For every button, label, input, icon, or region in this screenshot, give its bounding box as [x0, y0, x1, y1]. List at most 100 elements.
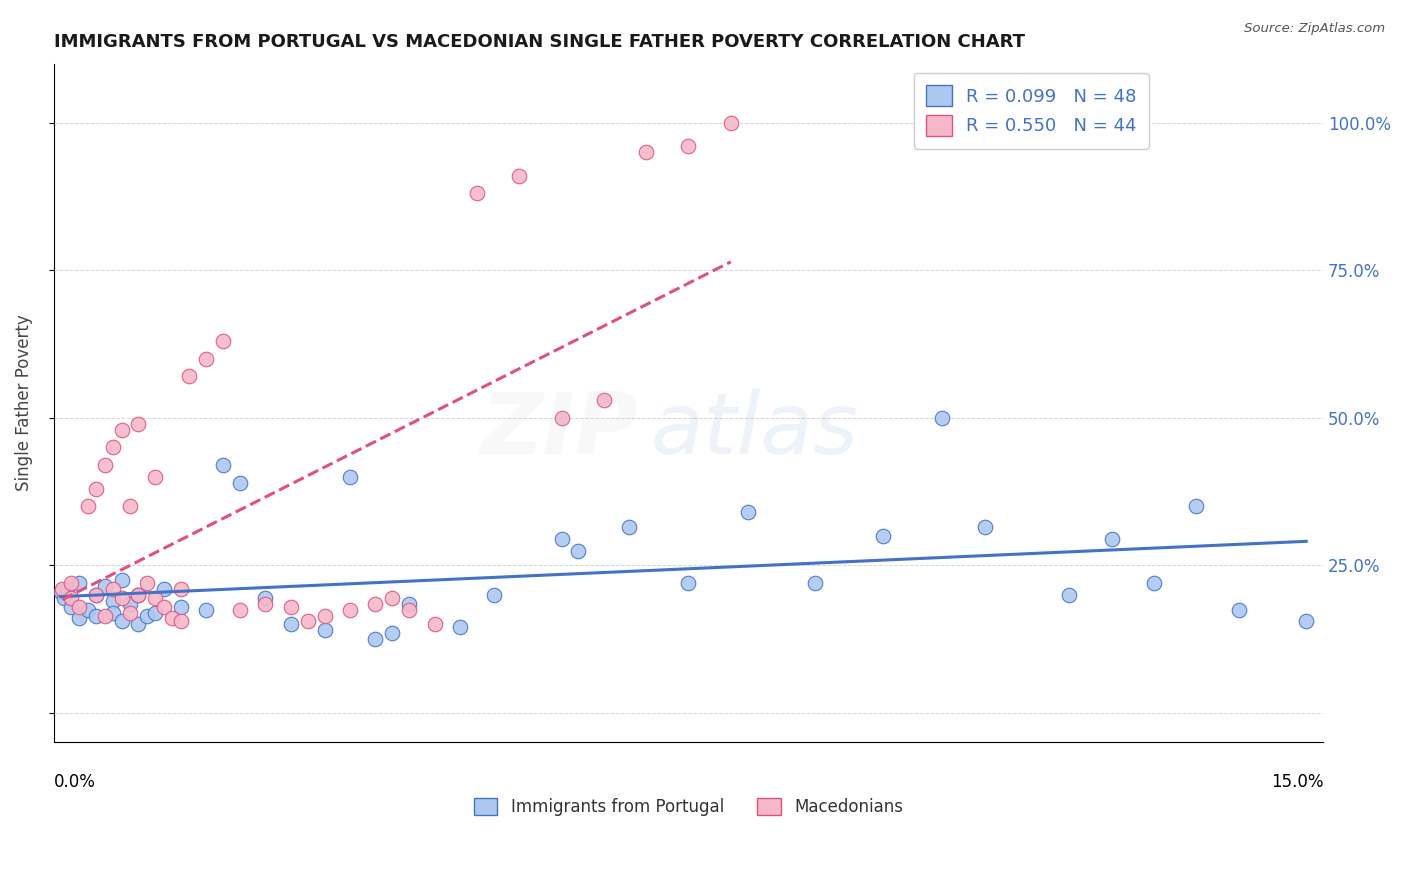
Point: [931, 410, 953, 425]
Point: [398, 602, 420, 616]
Point: [76, 500, 98, 514]
Point: [254, 591, 277, 605]
Point: [212, 334, 235, 348]
Point: [59, 599, 82, 614]
Y-axis label: Single Father Poverty: Single Father Poverty: [15, 315, 32, 491]
Point: [381, 626, 404, 640]
Point: [1101, 532, 1123, 546]
Point: [101, 582, 124, 596]
Point: [110, 423, 132, 437]
Point: [170, 599, 193, 614]
Point: [449, 620, 471, 634]
Point: [508, 169, 530, 183]
Point: [51, 582, 73, 596]
Point: [101, 440, 124, 454]
Point: [212, 458, 235, 472]
Point: [195, 602, 218, 616]
Point: [550, 410, 572, 425]
Point: [118, 606, 141, 620]
Point: [297, 615, 319, 629]
Point: [55, 582, 77, 596]
Point: [101, 593, 124, 607]
Point: [67, 576, 90, 591]
Point: [145, 469, 167, 483]
Point: [84, 482, 107, 496]
Point: [678, 576, 700, 591]
Point: [59, 576, 82, 591]
Point: [67, 599, 90, 614]
Point: [67, 611, 90, 625]
Point: [1059, 588, 1081, 602]
Point: [93, 608, 115, 623]
Point: [339, 602, 361, 616]
Point: [1185, 500, 1208, 514]
Point: [110, 615, 132, 629]
Point: [482, 588, 505, 602]
Point: [398, 597, 420, 611]
Text: ZIP: ZIP: [479, 389, 638, 472]
Point: [1295, 615, 1317, 629]
Point: [973, 520, 995, 534]
Point: [93, 458, 115, 472]
Point: [254, 597, 277, 611]
Point: [76, 602, 98, 616]
Point: [737, 505, 759, 519]
Point: [84, 588, 107, 602]
Point: [118, 500, 141, 514]
Point: [153, 599, 176, 614]
Text: Source: ZipAtlas.com: Source: ZipAtlas.com: [1244, 22, 1385, 36]
Point: [110, 573, 132, 587]
Point: [1227, 602, 1250, 616]
Point: [229, 475, 252, 490]
Point: [170, 582, 193, 596]
Text: atlas: atlas: [651, 389, 859, 472]
Text: IMMIGRANTS FROM PORTUGAL VS MACEDONIAN SINGLE FATHER POVERTY CORRELATION CHART: IMMIGRANTS FROM PORTUGAL VS MACEDONIAN S…: [53, 33, 1025, 51]
Point: [179, 369, 201, 384]
Point: [339, 469, 361, 483]
Point: [170, 615, 193, 629]
Text: 15.0%: 15.0%: [1271, 772, 1323, 790]
Point: [229, 602, 252, 616]
Point: [567, 543, 589, 558]
Point: [49, 585, 72, 599]
Point: [93, 579, 115, 593]
Legend: Immigrants from Portugal, Macedonians: Immigrants from Portugal, Macedonians: [467, 791, 910, 823]
Point: [127, 588, 149, 602]
Point: [678, 139, 700, 153]
Point: [127, 617, 149, 632]
Point: [364, 632, 387, 647]
Point: [550, 532, 572, 546]
Point: [84, 608, 107, 623]
Point: [145, 591, 167, 605]
Point: [59, 591, 82, 605]
Point: [423, 617, 446, 632]
Point: [364, 597, 387, 611]
Point: [314, 608, 336, 623]
Point: [280, 599, 302, 614]
Point: [465, 186, 488, 201]
Point: [619, 520, 641, 534]
Point: [153, 582, 176, 596]
Point: [84, 588, 107, 602]
Point: [110, 591, 132, 605]
Point: [101, 606, 124, 620]
Point: [135, 608, 157, 623]
Text: 0.0%: 0.0%: [53, 772, 96, 790]
Point: [636, 145, 658, 159]
Point: [127, 588, 149, 602]
Point: [1143, 576, 1166, 591]
Point: [314, 624, 336, 638]
Point: [118, 597, 141, 611]
Point: [135, 576, 157, 591]
Point: [592, 392, 614, 407]
Point: [804, 576, 827, 591]
Point: [195, 351, 218, 366]
Point: [381, 591, 404, 605]
Point: [53, 591, 76, 605]
Point: [162, 611, 184, 625]
Point: [872, 529, 894, 543]
Point: [145, 606, 167, 620]
Point: [127, 417, 149, 431]
Point: [720, 115, 742, 129]
Point: [280, 617, 302, 632]
